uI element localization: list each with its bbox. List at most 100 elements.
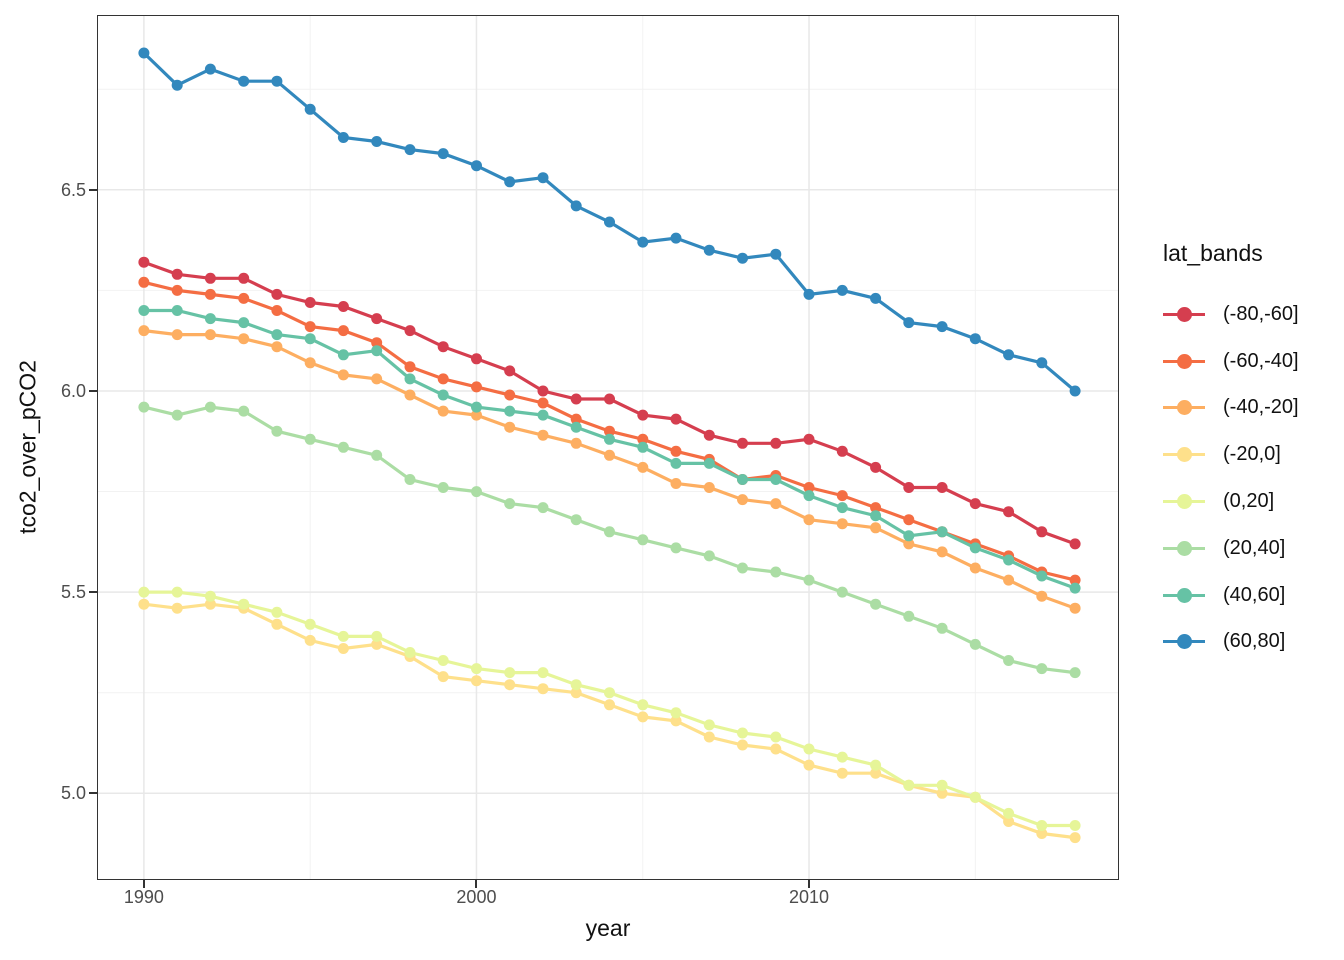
data-point — [304, 618, 316, 630]
data-point — [969, 498, 981, 510]
data-point — [337, 643, 349, 654]
data-point — [337, 325, 349, 337]
data-point — [204, 590, 216, 602]
data-point — [371, 313, 383, 325]
data-point — [537, 683, 549, 695]
data-point — [204, 401, 216, 413]
data-point — [404, 325, 416, 337]
data-point — [204, 598, 216, 610]
data-point — [570, 421, 582, 433]
data-point — [836, 284, 848, 296]
data-point — [670, 445, 682, 457]
legend-entry: (20,40] — [1163, 525, 1299, 572]
x-tick-mark — [142, 880, 145, 888]
data-point — [238, 333, 250, 345]
data-point — [537, 409, 549, 421]
data-point — [737, 494, 748, 506]
data-point — [936, 787, 948, 799]
data-point — [404, 474, 416, 485]
data-point — [437, 389, 449, 401]
x-tick-label: 2010 — [789, 887, 830, 907]
data-point — [504, 365, 516, 377]
legend-label: (-20,0] — [1223, 443, 1281, 466]
data-point — [171, 602, 183, 614]
data-point — [271, 75, 283, 87]
data-point — [870, 502, 882, 514]
data-point — [437, 373, 449, 385]
legend-key-icon — [1163, 587, 1205, 603]
data-point — [870, 767, 882, 779]
data-point — [1036, 663, 1048, 675]
legend-entry: (-80,-60] — [1163, 291, 1299, 338]
data-point — [570, 514, 582, 526]
data-point — [337, 349, 349, 361]
data-point — [138, 598, 150, 610]
data-point — [604, 699, 615, 711]
data-point — [570, 437, 582, 449]
data-point — [803, 514, 815, 526]
data-point — [936, 482, 948, 493]
legend-title: lat_bands — [1163, 240, 1263, 266]
data-point — [537, 397, 549, 409]
data-point — [371, 630, 383, 642]
data-point — [1036, 570, 1048, 582]
data-point — [504, 421, 516, 433]
plot-panel — [97, 15, 1119, 880]
data-point — [604, 449, 615, 461]
data-point — [703, 550, 715, 562]
data-point — [238, 598, 250, 610]
y-tick-mark — [89, 792, 97, 795]
data-point — [770, 566, 782, 578]
legend-entry: (-40,-20] — [1163, 385, 1299, 432]
data-point — [204, 329, 216, 341]
data-point — [703, 429, 715, 441]
data-point — [204, 313, 216, 325]
data-point — [171, 284, 183, 296]
data-point — [637, 711, 649, 723]
data-point — [836, 518, 848, 530]
data-point — [637, 461, 649, 473]
data-point — [1069, 832, 1081, 844]
data-point — [737, 562, 748, 574]
legend-label: (60,80] — [1223, 630, 1286, 653]
data-point — [537, 172, 549, 184]
data-point — [471, 401, 482, 413]
data-point — [304, 634, 316, 646]
data-point — [1069, 385, 1081, 397]
y-tick-label: 5.0 — [60, 783, 86, 804]
data-point — [803, 433, 815, 445]
data-point — [803, 743, 815, 755]
data-point — [171, 409, 183, 421]
data-point — [238, 75, 250, 87]
data-point — [604, 216, 615, 228]
data-point — [504, 389, 516, 401]
legend-key-icon — [1163, 494, 1205, 510]
legend-point-icon — [1176, 494, 1192, 510]
data-point — [1003, 554, 1015, 566]
data-point — [570, 200, 582, 212]
data-point — [670, 232, 682, 244]
legend-point-icon — [1176, 400, 1192, 416]
data-point — [903, 317, 915, 329]
data-point — [437, 482, 449, 493]
data-point — [1003, 349, 1015, 361]
data-point — [138, 305, 150, 316]
data-point — [737, 474, 748, 485]
data-point — [770, 474, 782, 485]
data-point — [737, 727, 748, 739]
data-point — [1036, 526, 1048, 538]
data-point — [936, 526, 948, 538]
y-tick-mark — [89, 188, 97, 191]
legend-key-icon — [1163, 540, 1205, 556]
data-point — [138, 401, 150, 413]
data-point — [471, 353, 482, 365]
data-point — [271, 305, 283, 316]
data-point — [504, 667, 516, 679]
data-point — [437, 655, 449, 666]
data-point — [1069, 667, 1081, 679]
legend-key-icon — [1163, 353, 1205, 369]
data-point — [371, 449, 383, 461]
data-point — [304, 357, 316, 369]
data-point — [238, 292, 250, 304]
data-point — [737, 252, 748, 264]
